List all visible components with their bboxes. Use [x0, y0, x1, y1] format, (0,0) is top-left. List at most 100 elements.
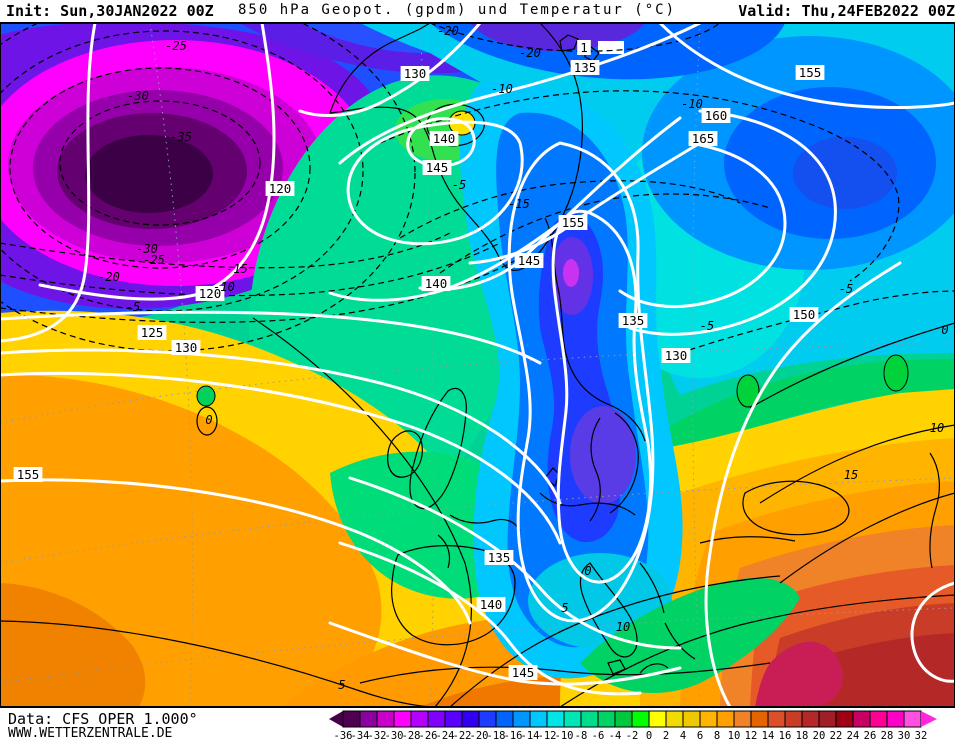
- legend-left-arrow: [329, 711, 343, 727]
- temperature-label: 5: [338, 678, 345, 692]
- geopotential-label: 120: [269, 181, 292, 196]
- legend-tick-label: -14: [521, 730, 540, 741]
- legend-tick-label: -22: [453, 730, 472, 741]
- legend-tick-label: 20: [813, 730, 826, 741]
- temperature-label: -30: [127, 89, 149, 103]
- geopotential-label: 155: [17, 467, 40, 482]
- temperature-label: -5: [452, 178, 466, 192]
- legend-tick-label: 14: [762, 730, 775, 741]
- legend-color-cell: [546, 710, 565, 728]
- legend-color-cell: [376, 710, 395, 728]
- legend-tick-label: 30: [898, 730, 911, 741]
- geopotential-label: 135: [622, 313, 645, 328]
- temperature-label: 15: [844, 468, 858, 482]
- temperature-label: 0: [205, 413, 212, 427]
- legend-color-cell: [342, 710, 361, 728]
- geopotential-label-box: [13, 467, 43, 482]
- map-border: [0, 23, 955, 707]
- geopotential-label-box: [514, 253, 544, 268]
- geopotential-label: 135: [574, 60, 597, 75]
- legend-tick-label: 24: [847, 730, 860, 741]
- legend-color-cell: [410, 710, 429, 728]
- geopotential-label-box: [577, 40, 591, 55]
- legend-tick-label: -4: [609, 730, 622, 741]
- map-header: Init: Sun,30JAN2022 00Z 850 hPa Geopot. …: [0, 0, 959, 22]
- geopotential-label-box: [422, 160, 452, 175]
- legend-color-cell: [393, 710, 412, 728]
- geopotential-label: 155: [799, 65, 822, 80]
- geopotential-label-box: [137, 325, 167, 340]
- geopotential-label-box: [400, 66, 430, 81]
- temperature-label: -15: [508, 197, 530, 211]
- temperature-label: -10: [681, 97, 703, 111]
- legend-color-cell: [597, 710, 616, 728]
- geopotential-label: 130: [175, 340, 198, 355]
- legend-color-cell: [461, 710, 480, 728]
- temperature-label: 10: [616, 620, 630, 634]
- geopotential-label: 140: [425, 276, 448, 291]
- legend-color-cell: [699, 710, 718, 728]
- weather-map: 120 120 125 130 155 130 1 135 140 145 155 145 140 155…: [0, 22, 955, 708]
- legend-tick-label: -20: [470, 730, 489, 741]
- temperature-label: 0: [941, 323, 948, 337]
- temperature-labels: -25-30-35-30-25-20-15-10-5-20-20-10-5-15…: [98, 24, 948, 692]
- legend-tick-label: -16: [504, 730, 523, 741]
- legend-tick-label: -2: [626, 730, 639, 741]
- legend-tick-label: 26: [864, 730, 877, 741]
- geopotential-label-box: [661, 348, 691, 363]
- legend-color-cell: [614, 710, 633, 728]
- legend-tick-label: 32: [915, 730, 928, 741]
- geopotential-label-box: [618, 313, 648, 328]
- temperature-label: -5: [839, 282, 853, 296]
- legend-tick-label: -10: [555, 730, 574, 741]
- legend-tick-label: -32: [368, 730, 387, 741]
- legend-color-cell: [529, 710, 548, 728]
- legend-color-cell: [359, 710, 378, 728]
- geopotential-contours: [0, 23, 955, 707]
- temperature-label: -10: [491, 82, 513, 96]
- geopotential-label-box: [171, 340, 201, 355]
- legend-tick-label: -8: [575, 730, 588, 741]
- legend-tick-label: 0: [646, 730, 652, 741]
- legend-right-arrow: [921, 711, 937, 727]
- map-footer: Data: CFS OPER 1.000° WWW.WETTERZENTRALE…: [0, 708, 959, 741]
- legend-tick-label: -18: [487, 730, 506, 741]
- legend-color-cell: [478, 710, 497, 728]
- temperature-label: -5: [126, 300, 140, 314]
- legend-tick-label: 8: [714, 730, 720, 741]
- legend-tick-label: 16: [779, 730, 792, 741]
- geopotential-label: 160: [705, 108, 728, 123]
- geopotential-label: 140: [480, 597, 503, 612]
- legend-color-cell: [733, 710, 752, 728]
- geopotential-label: 145: [426, 160, 449, 175]
- temperature-label: -25: [165, 39, 187, 53]
- temperature-label: -20: [519, 46, 541, 60]
- geopotential-label-box: [558, 215, 588, 230]
- graticule: [0, 23, 955, 707]
- geopotential-label-box: [484, 550, 514, 565]
- legend-tick-label: -24: [436, 730, 455, 741]
- geopotential-label: 120: [199, 286, 222, 301]
- legend-color-cell: [750, 710, 769, 728]
- valid-time-label: Valid: Thu,24FEB2022 00Z: [738, 2, 955, 20]
- geopotential-label-box: [701, 108, 731, 123]
- legend-color-cell: [886, 710, 905, 728]
- temperature-label: -20: [98, 270, 120, 284]
- legend-tick-label: 22: [830, 730, 843, 741]
- website-label: WWW.WETTERZENTRALE.DE: [8, 726, 173, 741]
- legend-tick-label: -12: [538, 730, 557, 741]
- geopotential-label: 165: [692, 131, 715, 146]
- geopotential-label-box: [265, 181, 295, 196]
- geopotential-label: 125: [141, 325, 164, 340]
- map-title: 850 hPa Geopot. (gpdm) und Temperatur (°…: [238, 2, 677, 18]
- legend-color-cell: [869, 710, 888, 728]
- geopotential-label: 145: [512, 665, 535, 680]
- geopotential-label: 130: [404, 66, 427, 81]
- geopotential-label: 130: [665, 348, 688, 363]
- legend-color-cell: [818, 710, 837, 728]
- geopotential-label-box: [570, 60, 600, 75]
- temperature-label: 5: [561, 601, 568, 615]
- temperature-label: -10: [213, 280, 235, 294]
- geopotential-labels: 120 120 125 130 155 130 1 135 140 145 155 145 140 155…: [13, 40, 825, 680]
